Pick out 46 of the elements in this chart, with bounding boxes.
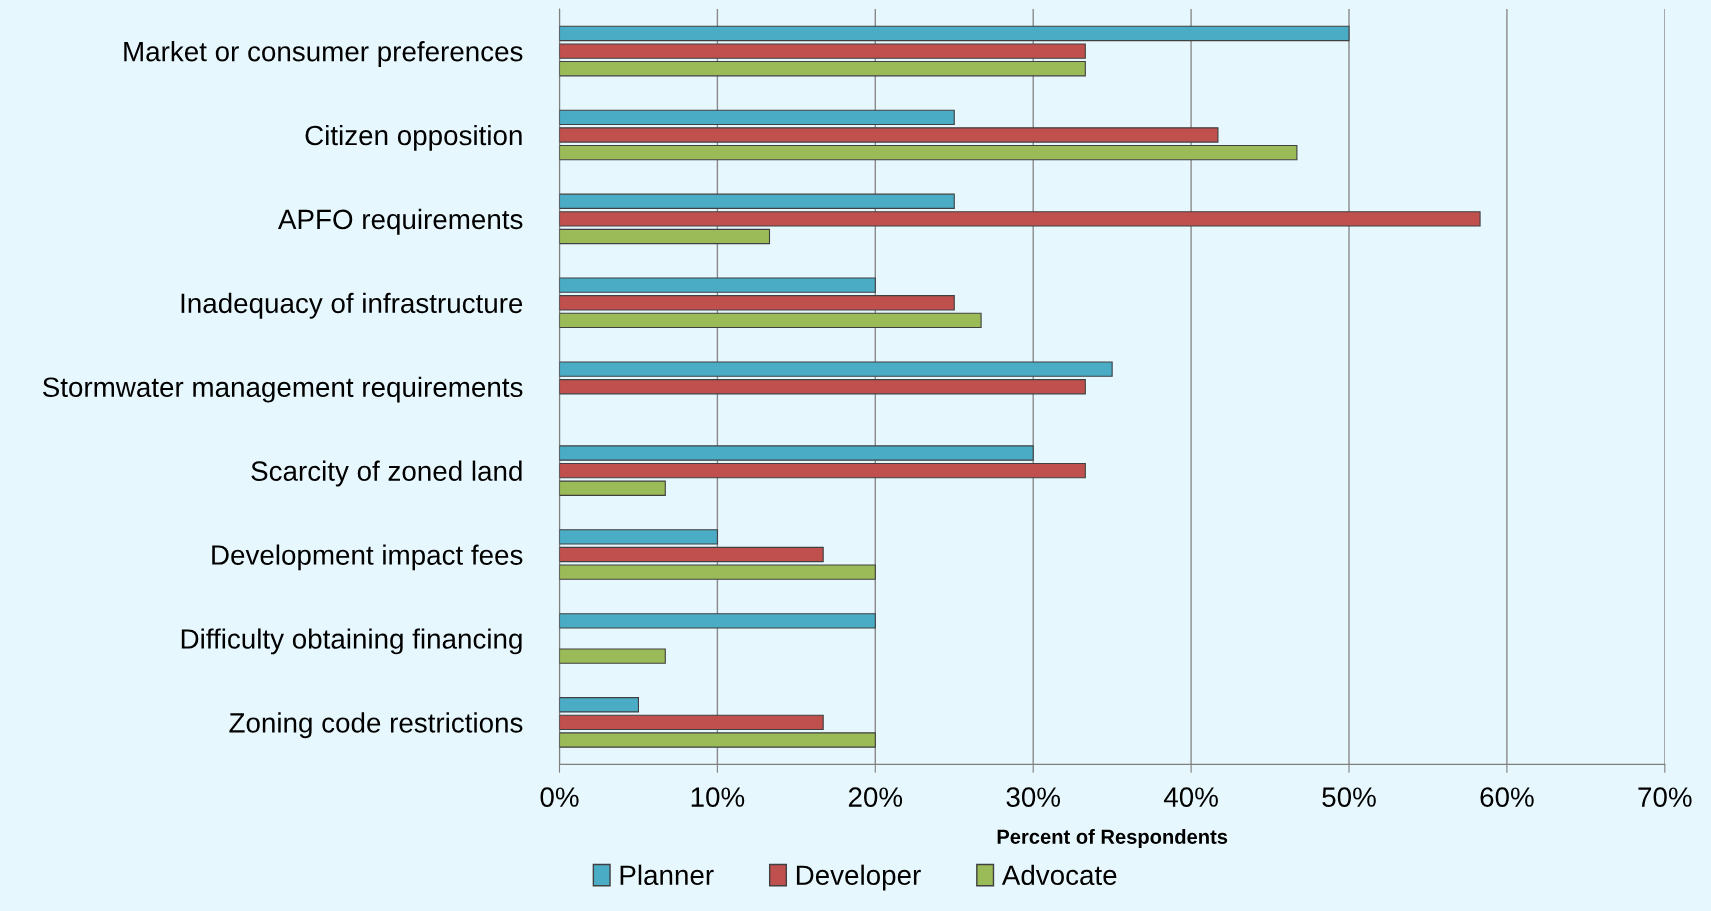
legend-label: Advocate: [1001, 864, 1117, 886]
bar: [559, 295, 955, 311]
bar: [559, 277, 876, 293]
legend-label: Planner: [620, 864, 714, 886]
legend-label: Developer: [796, 864, 921, 891]
y-tick-label: Citizen opposition: [305, 124, 522, 151]
x-tick-label: 30%: [1006, 787, 1061, 807]
bar: [559, 529, 718, 545]
bar: [559, 379, 1086, 395]
bar: [559, 144, 1298, 161]
x-tick-label: 70%: [1638, 787, 1692, 807]
bar: [559, 312, 982, 329]
bar: [559, 445, 1034, 461]
x-axis-title: Percent of Respondents: [997, 829, 1228, 848]
y-tick-label: Scarcity of zoned land: [251, 460, 522, 487]
bar: [559, 211, 1481, 227]
x-tick-label: 50%: [1322, 787, 1376, 807]
y-tick-label: Development impact fees: [212, 544, 523, 571]
y-tick-label: Difficulty obtaining financing: [181, 628, 522, 655]
bar: [559, 25, 1350, 42]
x-tick-label: 20%: [848, 787, 903, 807]
bar: [559, 480, 666, 496]
bar: [559, 714, 824, 731]
bar: [559, 613, 876, 629]
bar: [559, 228, 771, 245]
y-tick-label: APFO requirements: [278, 208, 523, 235]
bar: [559, 109, 955, 126]
bar: [559, 546, 824, 563]
x-tick-label: 0%: [540, 787, 579, 807]
x-tick-label: 10%: [691, 787, 745, 807]
y-tick-label: Zoning code restrictions: [229, 712, 523, 739]
bar: [559, 564, 876, 580]
bar: [559, 61, 1086, 77]
x-tick-label: 40%: [1163, 787, 1218, 807]
bar: [559, 648, 666, 664]
y-tick-label: Market or consumer preferences: [124, 41, 523, 67]
bar: [559, 697, 640, 713]
bar: [559, 732, 876, 748]
bar: [559, 462, 1086, 479]
y-tick-label: Stormwater management requirements: [43, 376, 523, 403]
bar: [559, 127, 1219, 143]
bar: [559, 361, 1113, 377]
bar: [559, 43, 1086, 59]
x-tick-label: 60%: [1480, 787, 1534, 807]
y-tick-label: Inadequacy of infrastructure: [181, 292, 523, 319]
bar: [559, 193, 955, 209]
